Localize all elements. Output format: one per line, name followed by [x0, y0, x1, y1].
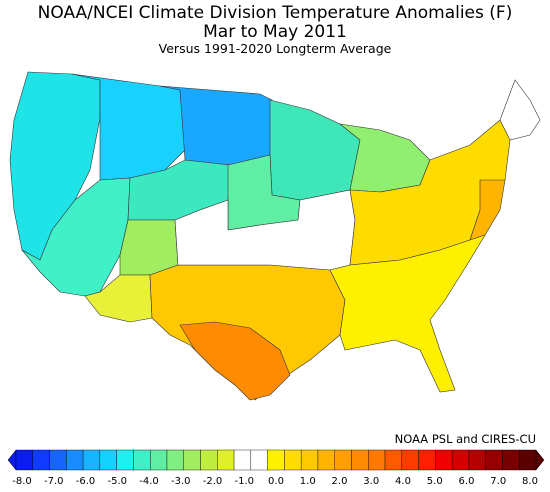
legend-tick-label: 2.0 — [332, 476, 348, 487]
region-southeast — [329, 234, 486, 393]
map-period: Mar to May 2011 — [203, 22, 347, 42]
legend-tick-label: 4.0 — [395, 476, 411, 487]
legend-swatch — [133, 449, 151, 471]
legend-swatch — [384, 449, 403, 471]
legend-tick-label: 0.0 — [268, 476, 284, 487]
legend-arrow-low — [7, 449, 17, 471]
legend-swatch — [217, 449, 235, 471]
region-upper-midwest — [269, 99, 361, 201]
us-climate-division-map — [9, 71, 541, 401]
legend-swatch — [351, 449, 369, 471]
map-subtitle: Versus 1991-2020 Longterm Average — [158, 41, 392, 56]
legend-swatch — [502, 449, 520, 471]
legend-swatch — [334, 449, 352, 471]
legend-arrow-high — [535, 449, 545, 471]
color-scale-legend: -8.0 -7.0 -6.0 -5.0 -4.0 -3.0 -2.0 -1.0 0.0 1.0 2.… — [7, 449, 545, 487]
legend-swatch — [468, 449, 486, 471]
legend-tick-label: 8.0 — [522, 476, 538, 487]
legend-swatch — [15, 449, 33, 471]
legend-swatch — [317, 449, 335, 471]
legend-tick-label: -4.0 — [139, 476, 159, 487]
data-credit: NOAA PSL and CIRES-CU — [394, 432, 536, 446]
legend-swatch — [82, 449, 101, 471]
legend-tick-label: -8.0 — [12, 476, 32, 487]
legend-swatch — [368, 449, 386, 471]
legend-swatch — [435, 449, 453, 471]
legend-swatch — [166, 449, 184, 471]
legend-tick-label: -6.0 — [76, 476, 96, 487]
legend-swatch — [250, 449, 268, 471]
legend-tick-label: -1.0 — [234, 476, 254, 487]
legend-swatch — [267, 449, 285, 471]
legend-swatch — [418, 449, 436, 471]
legend-swatch — [200, 449, 218, 471]
legend-tick-label: -7.0 — [44, 476, 64, 487]
legend-swatch — [233, 449, 252, 471]
legend-swatch — [49, 449, 67, 471]
legend-tick-label: 5.0 — [427, 476, 443, 487]
region-four-corners — [119, 219, 179, 276]
legend-tick-label: -2.0 — [203, 476, 223, 487]
legend-swatch — [66, 449, 84, 471]
map-title: NOAA/NCEI Climate Division Temperature A… — [37, 3, 513, 23]
legend-tick-label: -3.0 — [171, 476, 191, 487]
legend-swatch — [99, 449, 117, 471]
region-new-england — [499, 79, 541, 141]
legend-swatch — [149, 449, 168, 471]
legend-tick-label: -5.0 — [107, 476, 127, 487]
region-texas-core — [179, 321, 291, 401]
legend-swatch — [116, 449, 134, 471]
legend-swatch — [485, 449, 503, 471]
legend-swatch — [519, 449, 537, 471]
legend-swatch — [401, 449, 419, 471]
legend-tick-label: 3.0 — [363, 476, 379, 487]
legend-swatch — [300, 449, 319, 471]
legend-tick-label: 1.0 — [300, 476, 316, 487]
legend-swatch — [32, 449, 50, 471]
legend-swatch — [284, 449, 302, 471]
legend-swatch — [183, 449, 201, 471]
legend-tick-label: 7.0 — [490, 476, 506, 487]
legend-swatch — [451, 449, 470, 471]
legend-tick-label: 6.0 — [459, 476, 475, 487]
